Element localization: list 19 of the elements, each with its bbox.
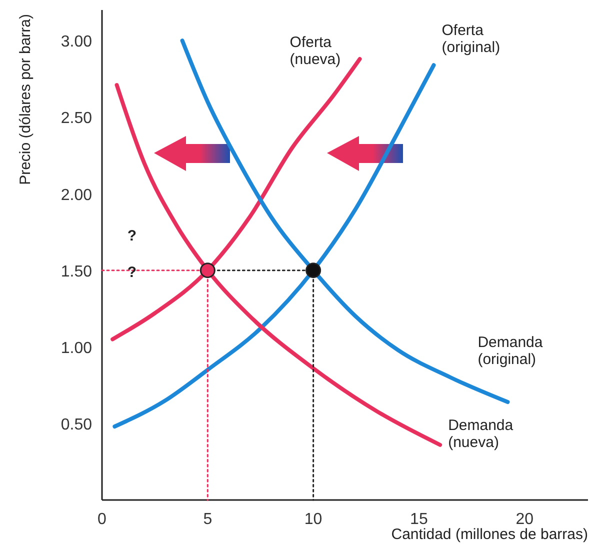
y-tick-label: 3.00 — [60, 34, 92, 51]
series-label: Demanda (nueva) — [448, 416, 514, 451]
x-axis-title: Cantidad (millones de barras) — [391, 526, 588, 543]
x-tick-label: 5 — [203, 511, 212, 528]
x-tick-label: 10 — [304, 511, 322, 528]
y-tick-label: 0.50 — [60, 416, 92, 434]
x-tick-label: 15 — [410, 511, 428, 528]
annotation: ? — [127, 264, 137, 282]
y-axis-title: Precio (dólares por barra) — [17, 14, 34, 185]
y-tick-label: 1.50 — [60, 263, 92, 280]
annotation: ? — [127, 227, 137, 244]
series-label: Oferta (original) — [442, 22, 500, 56]
series-label: Demanda (original) — [478, 334, 544, 368]
y-tick-label: 1.00 — [60, 340, 92, 357]
y-tick-label: 2.00 — [60, 186, 92, 204]
y-tick-label: 2.50 — [60, 110, 92, 128]
series-label: Oferta (nueva) — [290, 34, 341, 68]
x-tick-label: 20 — [516, 511, 534, 528]
x-tick-label: 0 — [98, 511, 107, 528]
